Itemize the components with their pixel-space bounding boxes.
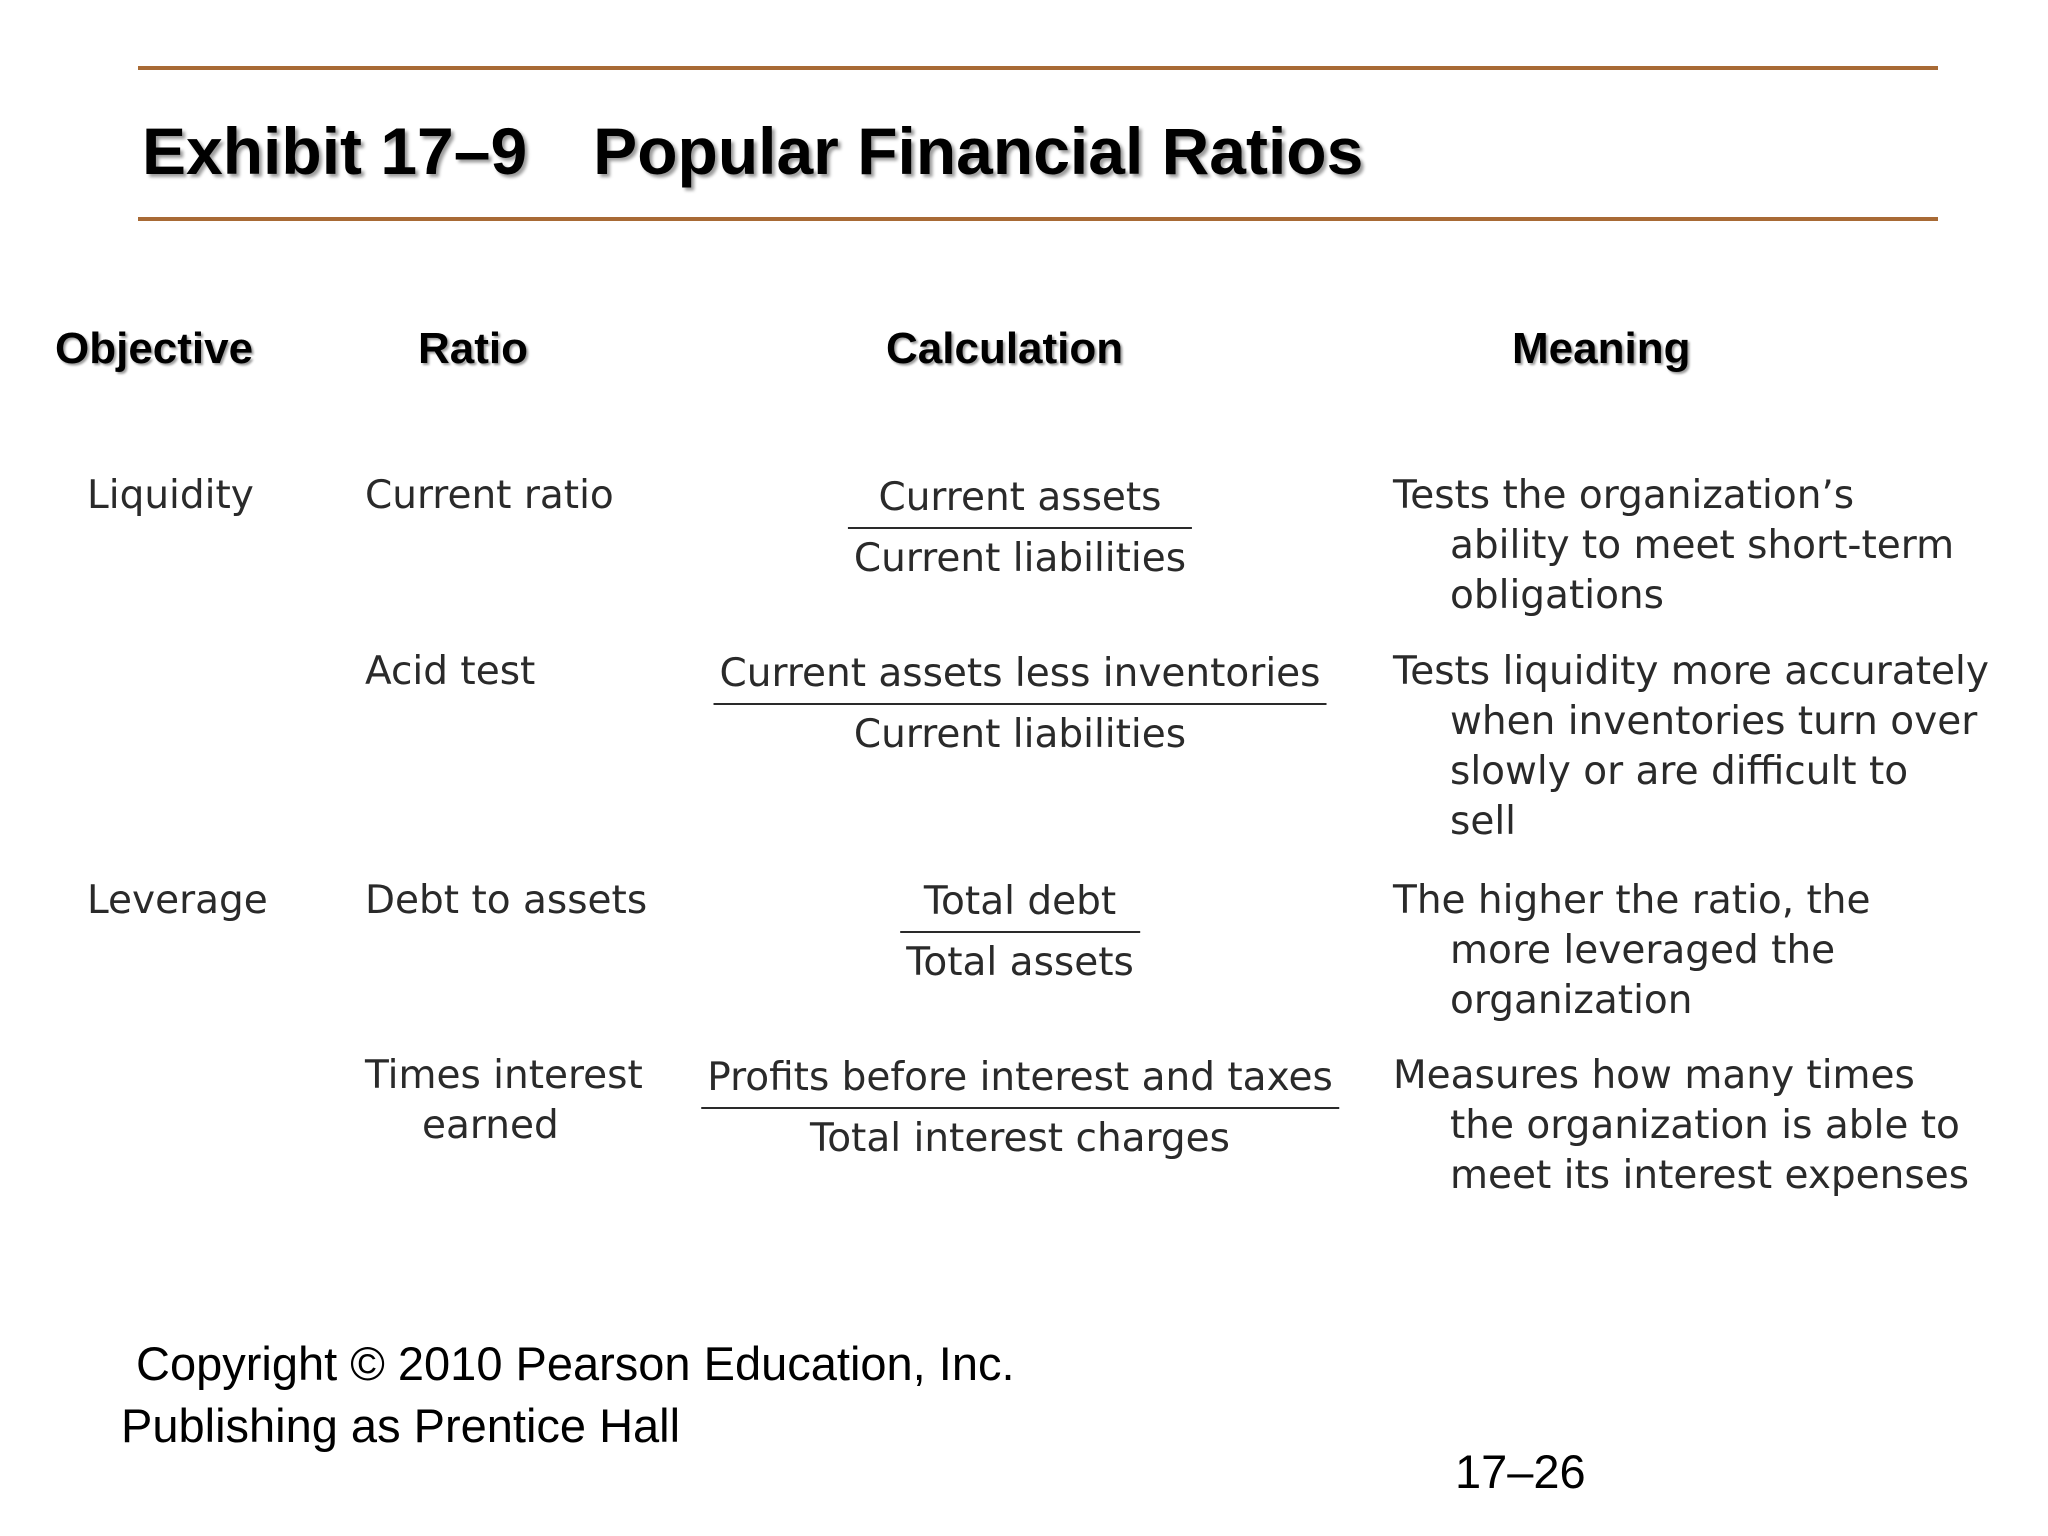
meaning-line: sell (1450, 799, 1516, 844)
ratio-line: Debt to assets (365, 878, 648, 923)
fraction-numerator: Current assets less inventories (719, 651, 1321, 696)
meaning-line: Tests the organization’s (1393, 473, 1855, 518)
publisher-notice: Publishing as Prentice Hall (121, 1399, 681, 1452)
row-ratio: Debt to assets (365, 876, 647, 926)
meaning-line: The higher the ratio, the (1393, 878, 1871, 923)
slide-number: 17–26 (1455, 1445, 1586, 1498)
fraction-denominator: Current liabilities (853, 536, 1187, 581)
calculation-fraction: Total debt Total assets (900, 882, 1140, 982)
fraction-denominator: Total assets (906, 940, 1134, 985)
calculation-fraction: Current assets less inventories Current … (713, 651, 1327, 757)
fraction-denominator: Total interest charges (810, 1116, 1230, 1161)
fraction-numerator: Total debt (923, 879, 1117, 924)
ratio-line: Current ratio (365, 473, 614, 518)
row-meaning: The higher the ratio, the more leveraged… (1393, 876, 1871, 1026)
meaning-line: Tests liquidity more accurately (1393, 649, 1989, 694)
column-header-ratio: Ratio (418, 324, 528, 373)
column-header-objective: Objective (55, 324, 254, 373)
fraction-bar (701, 1107, 1339, 1109)
row-ratio: Current ratio (365, 471, 614, 521)
meaning-line: when inventories turn over (1450, 699, 1978, 744)
calculation-fraction: Current assets Current liabilities (847, 475, 1193, 581)
ratio-line: earned (422, 1103, 559, 1148)
meaning-line: slowly or are difficult to (1450, 749, 1909, 794)
column-header-meaning: Meaning (1512, 324, 1691, 373)
bottom-divider (138, 217, 1938, 221)
meaning-line: the organization is able to (1450, 1103, 1960, 1148)
fraction-numerator: Current assets (878, 475, 1162, 520)
meaning-line: obligations (1450, 573, 1664, 618)
row-ratio: Times interest earned (365, 1051, 643, 1151)
exhibit-name: Popular Financial Ratios (593, 114, 1364, 188)
meaning-line: more leveraged the (1450, 928, 1836, 973)
ratio-line: Acid test (365, 649, 536, 694)
fraction-bar (713, 703, 1327, 705)
row-meaning: Measures how many times the organization… (1393, 1051, 1969, 1201)
meaning-line: meet its interest expenses (1450, 1153, 1970, 1198)
exhibit-title: Exhibit 17–9 Popular Financial Ratios (142, 118, 1363, 184)
calculation-fraction: Profits before interest and taxes Total … (701, 1058, 1339, 1158)
copyright-notice: Copyright © 2010 Pearson Education, Inc. (136, 1337, 1015, 1390)
fraction-bar (900, 931, 1140, 933)
row-meaning: Tests liquidity more accurately when inv… (1393, 647, 1989, 847)
meaning-line: Measures how many times (1393, 1053, 1915, 1098)
fraction-denominator: Current liabilities (853, 712, 1187, 757)
fraction-bar (847, 527, 1193, 529)
fraction-numerator: Profits before interest and taxes (707, 1055, 1333, 1100)
meaning-line: organization (1450, 978, 1693, 1023)
column-header-calculation: Calculation (886, 324, 1124, 373)
row-ratio: Acid test (365, 647, 535, 697)
top-divider (138, 66, 1938, 70)
meaning-line: ability to meet short-term (1450, 523, 1955, 568)
row-objective: Leverage (87, 878, 268, 923)
exhibit-number: Exhibit 17–9 (142, 114, 528, 188)
row-objective: Liquidity (87, 473, 254, 518)
row-meaning: Tests the organization’s ability to meet… (1393, 471, 1954, 621)
ratio-line: Times interest (365, 1053, 643, 1098)
